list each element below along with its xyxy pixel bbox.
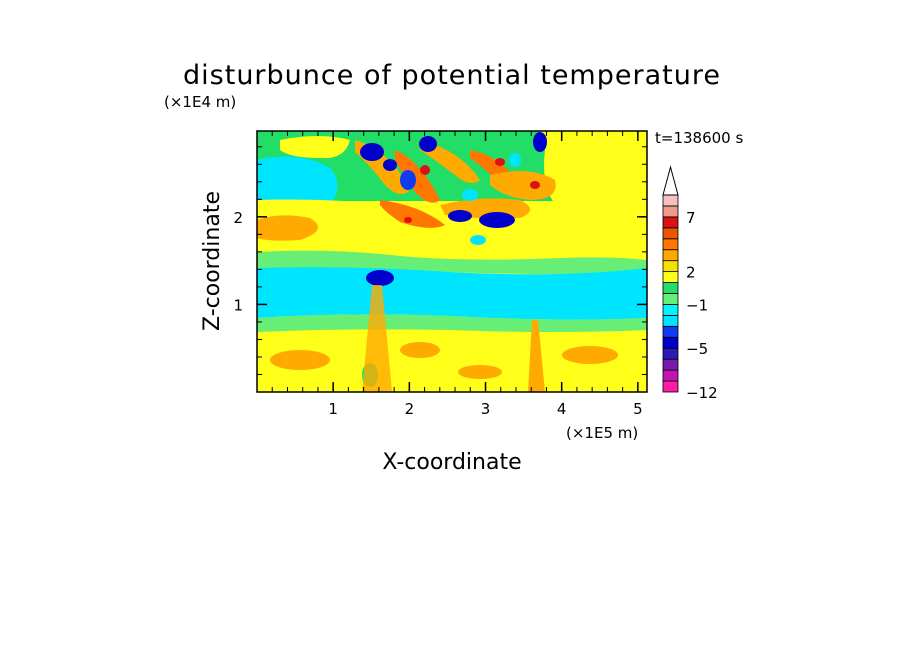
y-axis-label: Z-coordinate [200, 191, 225, 331]
colorbar-segment [662, 336, 679, 349]
time-label: t=138600 s [655, 129, 743, 147]
x-axis-label: X-coordinate [382, 450, 521, 475]
colorbar-tick-label: −1 [686, 296, 708, 314]
colorbar-segment [662, 205, 679, 218]
x-tick-label: 5 [633, 400, 643, 418]
x-unit-label: (×1E5 m) [566, 424, 638, 442]
colorbar-segment [662, 293, 679, 305]
colorbar-segment [662, 227, 679, 240]
y-unit-label: (×1E4 m) [164, 93, 236, 111]
colorbar-tick-label: −12 [686, 384, 718, 402]
colorbar-segment [662, 358, 679, 371]
colorbar-segment [662, 347, 679, 360]
colorbar-segment [662, 194, 679, 207]
x-tick-label: 1 [328, 400, 338, 418]
y-tick-label: 1 [233, 296, 243, 314]
lower-patches [270, 285, 618, 392]
colorbar-segment [662, 216, 679, 229]
colorbar: −12−5−127 [662, 165, 718, 402]
colorbar-segment [662, 260, 679, 273]
colorbar-tick-label: −5 [686, 340, 708, 358]
colorbar-segment [662, 238, 679, 251]
field-cyan-band [257, 267, 647, 320]
x-axis: 1 2 3 4 5 [271, 131, 643, 418]
colorbar-segment [662, 304, 679, 316]
x-tick-label: 2 [405, 400, 415, 418]
x-tick-label: 3 [481, 400, 491, 418]
colorbar-segment [662, 369, 679, 382]
wave-pattern [355, 132, 556, 286]
colorbar-segment [662, 249, 679, 262]
colorbar-segment [662, 325, 679, 338]
field-band-z2 [257, 199, 647, 243]
plot-area [257, 131, 647, 392]
y-tick-label: 2 [233, 209, 243, 227]
field-upper-left-yellow [280, 136, 350, 159]
field-orange-z2-left [257, 215, 318, 241]
y-axis: 12 [233, 146, 647, 375]
colorbar-segment [662, 271, 679, 283]
colorbar-segment [662, 380, 679, 393]
colorbar-tick-label: 2 [686, 264, 696, 282]
field-upper-right-yellow [540, 131, 647, 217]
colorbar-segment [662, 314, 679, 327]
chart-title: disturbunce of potential temperature [183, 60, 721, 91]
x-tick-label: 4 [557, 400, 567, 418]
field-green-low [257, 314, 647, 332]
colorbar-extend-max [662, 165, 679, 196]
colorbar-segment [662, 282, 679, 294]
plot-frame [256, 130, 648, 393]
field-cyan-upper [257, 156, 338, 209]
colorbar-tick-label: 7 [686, 209, 696, 227]
